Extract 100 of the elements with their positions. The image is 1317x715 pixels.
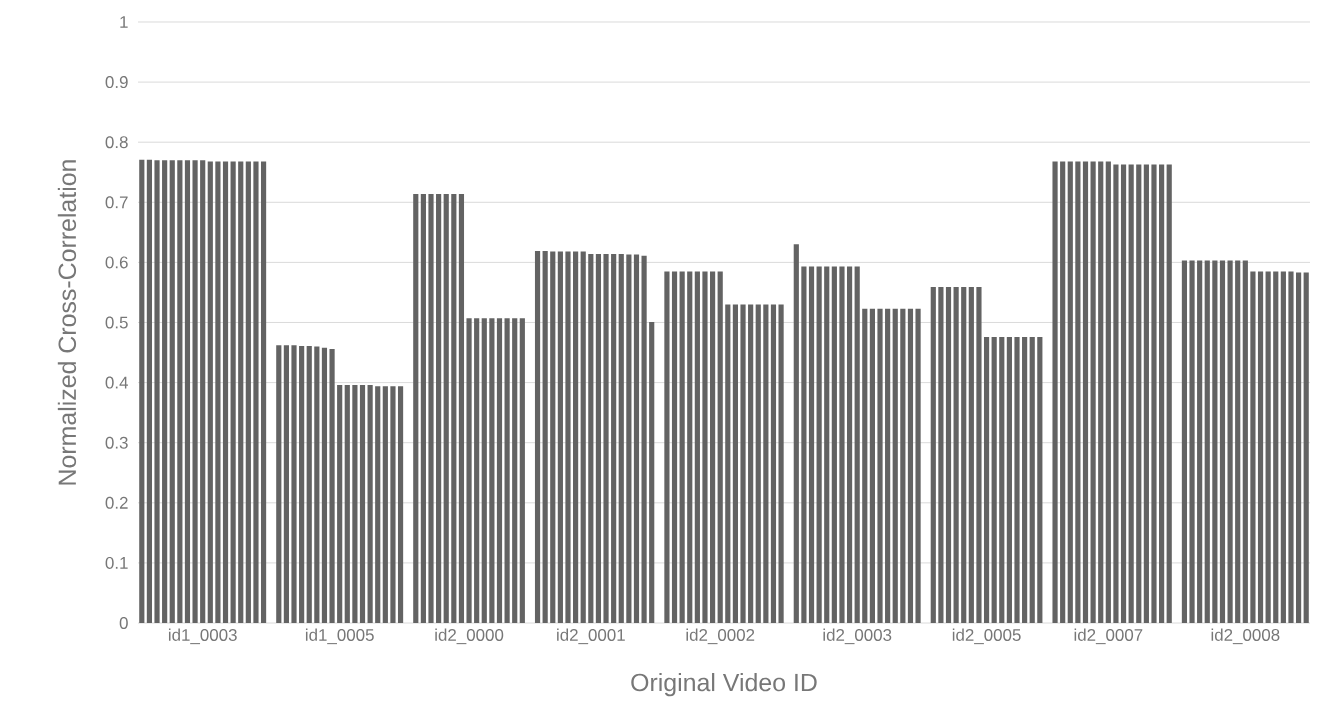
bar: [253, 161, 259, 623]
bar: [1273, 271, 1279, 623]
bar: [481, 318, 487, 623]
bar: [321, 347, 328, 623]
bar: [877, 308, 883, 623]
bar: [352, 385, 358, 623]
bar: [983, 336, 990, 623]
bar: [222, 161, 229, 623]
bar: [755, 304, 761, 623]
bar: [139, 159, 145, 623]
bar: [740, 304, 746, 623]
bar: [1136, 164, 1142, 623]
bar: [534, 250, 541, 623]
y-tick-label: 0.8: [105, 136, 128, 149]
bar: [496, 318, 503, 623]
bar: [291, 345, 297, 623]
x-tick-label: id2_0002: [686, 628, 755, 645]
y-tick-label: 0.9: [105, 76, 128, 89]
bar: [299, 345, 305, 623]
bar: [359, 385, 366, 623]
bar: [1242, 260, 1248, 623]
bar: [367, 385, 373, 623]
bar: [382, 386, 388, 623]
bar: [808, 266, 815, 623]
bar: [1105, 161, 1111, 623]
bar: [1006, 336, 1012, 623]
bar: [245, 161, 251, 623]
bar: [238, 161, 244, 623]
bar: [519, 318, 525, 623]
bar: [1166, 164, 1172, 623]
bar: [1113, 164, 1119, 623]
bar: [200, 160, 206, 623]
x-tick-label: id2_0003: [823, 628, 892, 645]
y-tick-label: 0.7: [105, 196, 128, 209]
bar: [1212, 260, 1218, 623]
bar: [1280, 271, 1286, 623]
bar: [671, 271, 678, 623]
bar: [207, 161, 213, 623]
bar: [1090, 161, 1096, 623]
bar: [1151, 164, 1157, 623]
bar: [702, 271, 708, 623]
y-tick-label: 1: [120, 16, 128, 28]
bar: [283, 345, 289, 623]
bar: [215, 161, 221, 623]
y-tick-label: 0.5: [105, 316, 128, 329]
bar: [611, 253, 617, 623]
bar: [1159, 164, 1165, 623]
bar: [306, 345, 312, 623]
bar: [466, 318, 472, 623]
bar: [1288, 271, 1294, 623]
bar: [900, 308, 906, 623]
bar: [550, 251, 556, 623]
bar: [1075, 161, 1081, 623]
bar: [458, 193, 465, 623]
bar: [260, 161, 267, 623]
bar: [451, 193, 457, 623]
bar: [1067, 161, 1073, 623]
bar: [162, 160, 168, 623]
bar: [1219, 260, 1226, 623]
x-tick-label: id2_0005: [952, 628, 1021, 645]
bar: [664, 271, 670, 623]
bar: [489, 318, 495, 623]
bar: [618, 253, 624, 623]
bar: [649, 321, 655, 623]
bar: [146, 159, 152, 623]
bar: [816, 266, 822, 623]
bar: [428, 193, 434, 623]
bar: [1257, 271, 1264, 623]
bar: [375, 386, 381, 623]
bar: [337, 385, 343, 623]
bar: [1197, 260, 1203, 623]
bar: [1250, 271, 1256, 623]
bar: [687, 271, 693, 623]
bar: [824, 266, 830, 623]
bar: [1143, 164, 1149, 623]
y-axis-title: Normalized Cross-Correlation: [57, 160, 77, 485]
bar: [976, 287, 982, 623]
bar: [557, 251, 563, 623]
bar: [329, 348, 335, 623]
bar: [961, 287, 967, 623]
bar: [793, 244, 799, 623]
bar: [915, 308, 921, 623]
bar: [725, 304, 731, 623]
bar: [595, 253, 602, 623]
bar: [276, 345, 282, 623]
bar: [1022, 336, 1028, 623]
y-tick-label: 0: [119, 617, 128, 629]
bar: [603, 253, 609, 623]
bar: [633, 254, 640, 623]
bar: [1014, 336, 1020, 623]
bar: [474, 318, 480, 623]
bar: [580, 251, 586, 623]
bar: [930, 287, 936, 623]
bar: [945, 287, 952, 623]
bar: [1181, 260, 1188, 623]
bar: [770, 304, 777, 623]
bar: [831, 266, 837, 623]
bar: [1120, 164, 1127, 623]
bar: [869, 308, 875, 623]
bar: [1265, 271, 1271, 623]
